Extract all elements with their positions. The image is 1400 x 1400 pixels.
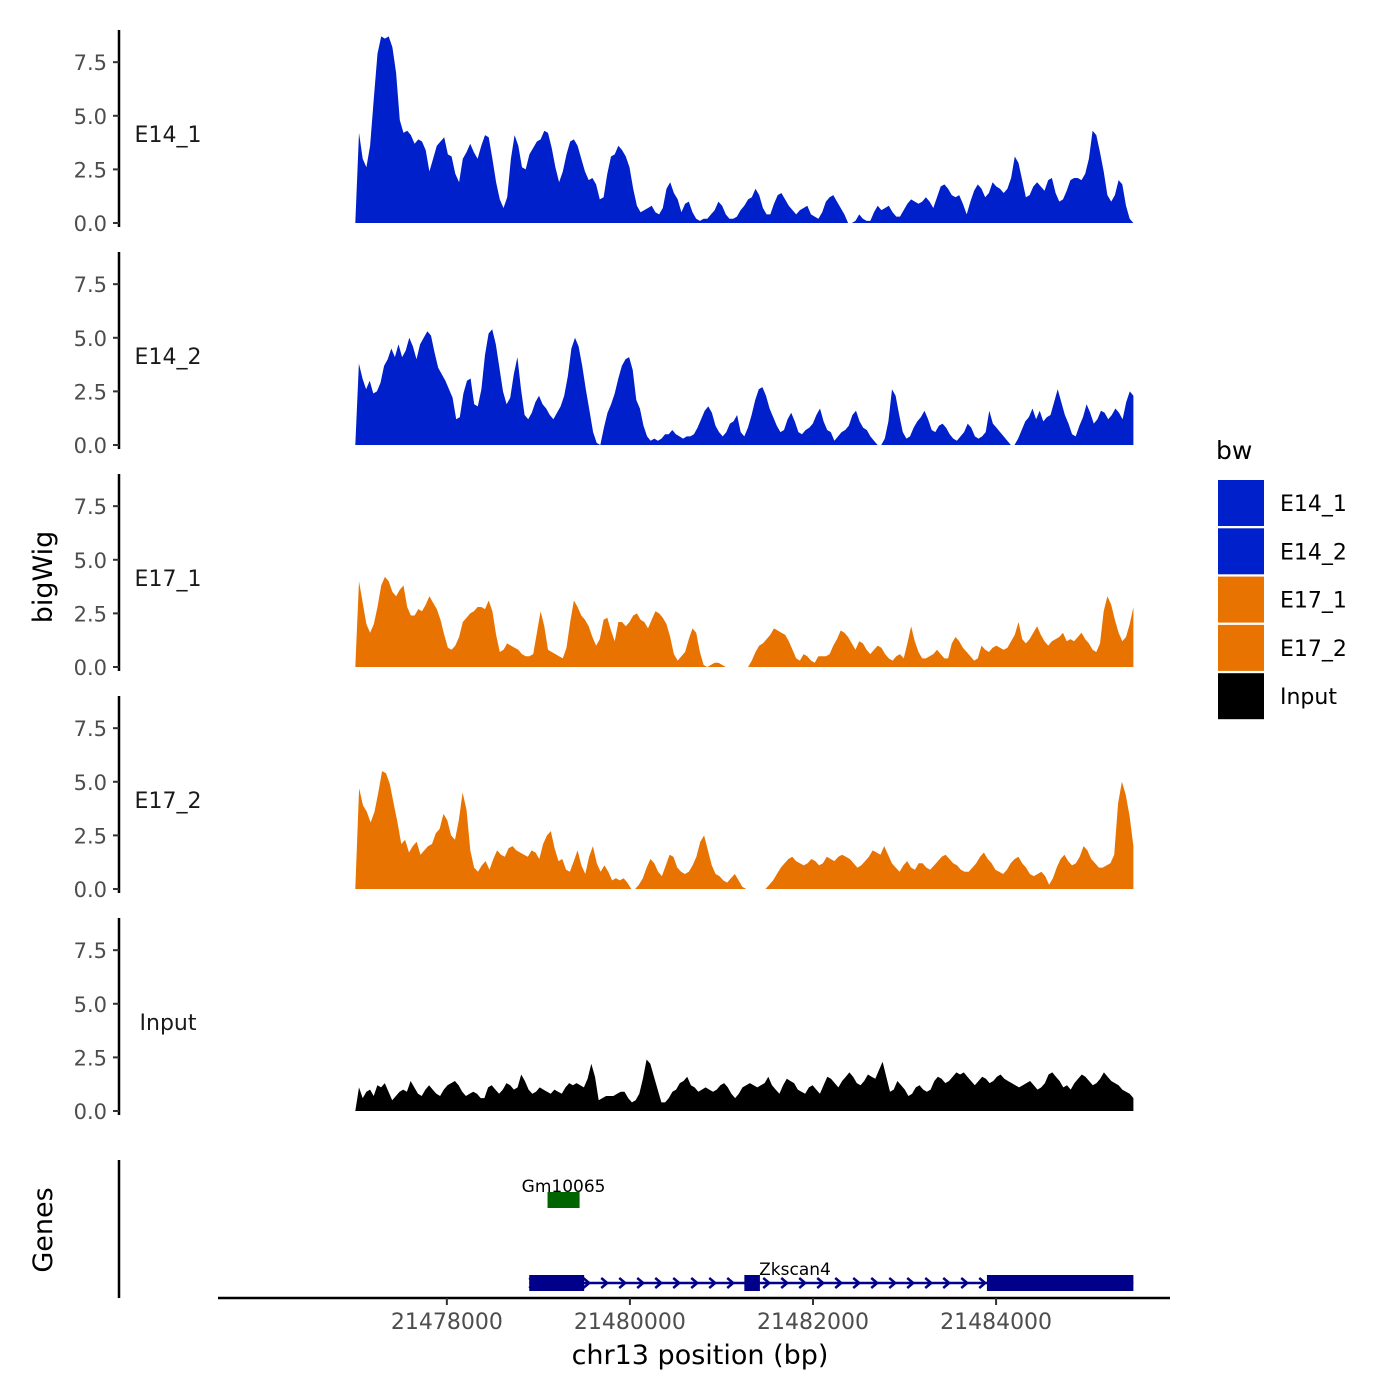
- signal-area: [355, 36, 1134, 224]
- legend-label: E17_2: [1280, 637, 1347, 662]
- x-tick-label: 21478000: [391, 1310, 503, 1335]
- gene-label: Zkscan4: [759, 1260, 831, 1280]
- signal-area: [355, 329, 1134, 445]
- y-tick-label: 2.5: [74, 158, 107, 182]
- legend-swatch: [1218, 624, 1264, 671]
- y-tick-label: 0.0: [74, 1100, 107, 1124]
- gene-exon: [529, 1275, 585, 1291]
- strand-arrow: [960, 1277, 970, 1289]
- gene-exon: [547, 1192, 580, 1208]
- strand-arrow: [906, 1277, 916, 1289]
- track-label: E17_2: [135, 789, 202, 814]
- y-tick-label: 5.0: [74, 771, 107, 795]
- legend-swatch: [1218, 480, 1264, 526]
- x-axis-title: chr13 position (bp): [572, 1340, 829, 1371]
- strand-arrow: [654, 1277, 664, 1289]
- signal-area: [355, 771, 1134, 889]
- track-panel: 0.0 2.5 5.0 7.5 E17_2: [74, 696, 1134, 902]
- signal-area: [355, 576, 1134, 667]
- legend-title: bw: [1216, 436, 1252, 465]
- legend-label: E14_1: [1280, 492, 1347, 517]
- y-tick-label: 0.0: [74, 212, 107, 236]
- y-axis-title: bigWig: [28, 531, 59, 624]
- track-label: Input: [140, 1011, 197, 1036]
- gene-label: Gm10065: [522, 1177, 606, 1197]
- legend-label: Input: [1280, 685, 1337, 710]
- strand-arrow: [582, 1277, 592, 1289]
- track-panel: 0.0 2.5 5.0 7.5 E17_1: [74, 474, 1134, 680]
- genes-panel: Gm10065 Zkscan4: [117, 1160, 1134, 1298]
- track-label: E14_1: [135, 123, 202, 148]
- legend: bw E14_1 E14_2 E17_1 E17_2 Input: [1216, 436, 1347, 720]
- track-panel: 0.0 2.5 5.0 7.5 E14_2: [74, 252, 1134, 458]
- y-tick-label: 2.5: [74, 380, 107, 404]
- legend-label: E14_2: [1280, 540, 1347, 565]
- track-label: E17_1: [135, 567, 202, 592]
- y-tick-label: 7.5: [74, 717, 107, 741]
- y-tick-label: 0.0: [74, 656, 107, 680]
- y-tick-label: 2.5: [74, 1046, 107, 1070]
- strand-arrow: [618, 1277, 628, 1289]
- y-tick-label: 5.0: [74, 105, 107, 129]
- x-tick-label: 21482000: [757, 1310, 869, 1335]
- strand-arrow: [834, 1277, 844, 1289]
- legend-label: E17_1: [1280, 589, 1347, 614]
- track-label: E14_2: [135, 345, 202, 370]
- strand-arrow: [942, 1277, 952, 1289]
- signal-area: [355, 1059, 1134, 1111]
- strand-arrow: [690, 1277, 700, 1289]
- strand-arrow: [708, 1277, 718, 1289]
- y-tick-label: 0.0: [74, 434, 107, 458]
- strand-arrow: [870, 1277, 880, 1289]
- y-tick-label: 0.0: [74, 878, 107, 902]
- strand-arrow: [600, 1277, 610, 1289]
- y-tick-label: 2.5: [74, 602, 107, 626]
- legend-swatch: [1218, 673, 1264, 720]
- y-tick-label: 7.5: [74, 939, 107, 963]
- strand-arrow: [672, 1277, 682, 1289]
- gene-model: Zkscan4: [528, 1260, 1134, 1291]
- strand-arrow: [852, 1277, 862, 1289]
- y-tick-label: 7.5: [74, 273, 107, 297]
- strand-arrow: [978, 1277, 988, 1289]
- strand-arrow: [780, 1277, 790, 1289]
- strand-arrow: [888, 1277, 898, 1289]
- y-tick-label: 5.0: [74, 327, 107, 351]
- strand-arrow: [924, 1277, 934, 1289]
- gene-exon: [986, 1275, 1134, 1291]
- strand-arrow: [798, 1277, 808, 1289]
- x-tick-label: 21484000: [940, 1310, 1052, 1335]
- x-axis: 21478000 21480000 21482000 21484000: [218, 1296, 1170, 1335]
- legend-swatch: [1218, 576, 1264, 623]
- legend-swatch: [1218, 528, 1264, 575]
- strand-arrow: [636, 1277, 646, 1289]
- tracks-group: 0.0 2.5 5.0 7.5 E14_1 0.0 2.5 5.0 7.5 E14_2 0.0 2.5…: [74, 30, 1134, 1124]
- gene-exon: [744, 1275, 760, 1291]
- genes-axis-title: Genes: [28, 1187, 59, 1272]
- y-tick-label: 5.0: [74, 549, 107, 573]
- x-tick-label: 21480000: [574, 1310, 686, 1335]
- track-panel: 0.0 2.5 5.0 7.5 E14_1: [74, 30, 1134, 236]
- strand-arrow: [762, 1277, 772, 1289]
- y-tick-label: 2.5: [74, 824, 107, 848]
- y-tick-label: 5.0: [74, 993, 107, 1017]
- track-panel: 0.0 2.5 5.0 7.5 Input: [74, 918, 1134, 1124]
- strand-arrow: [726, 1277, 736, 1289]
- y-tick-label: 7.5: [74, 495, 107, 519]
- y-tick-label: 7.5: [74, 51, 107, 75]
- gene-model: Gm10065: [522, 1177, 606, 1208]
- strand-arrow: [816, 1277, 826, 1289]
